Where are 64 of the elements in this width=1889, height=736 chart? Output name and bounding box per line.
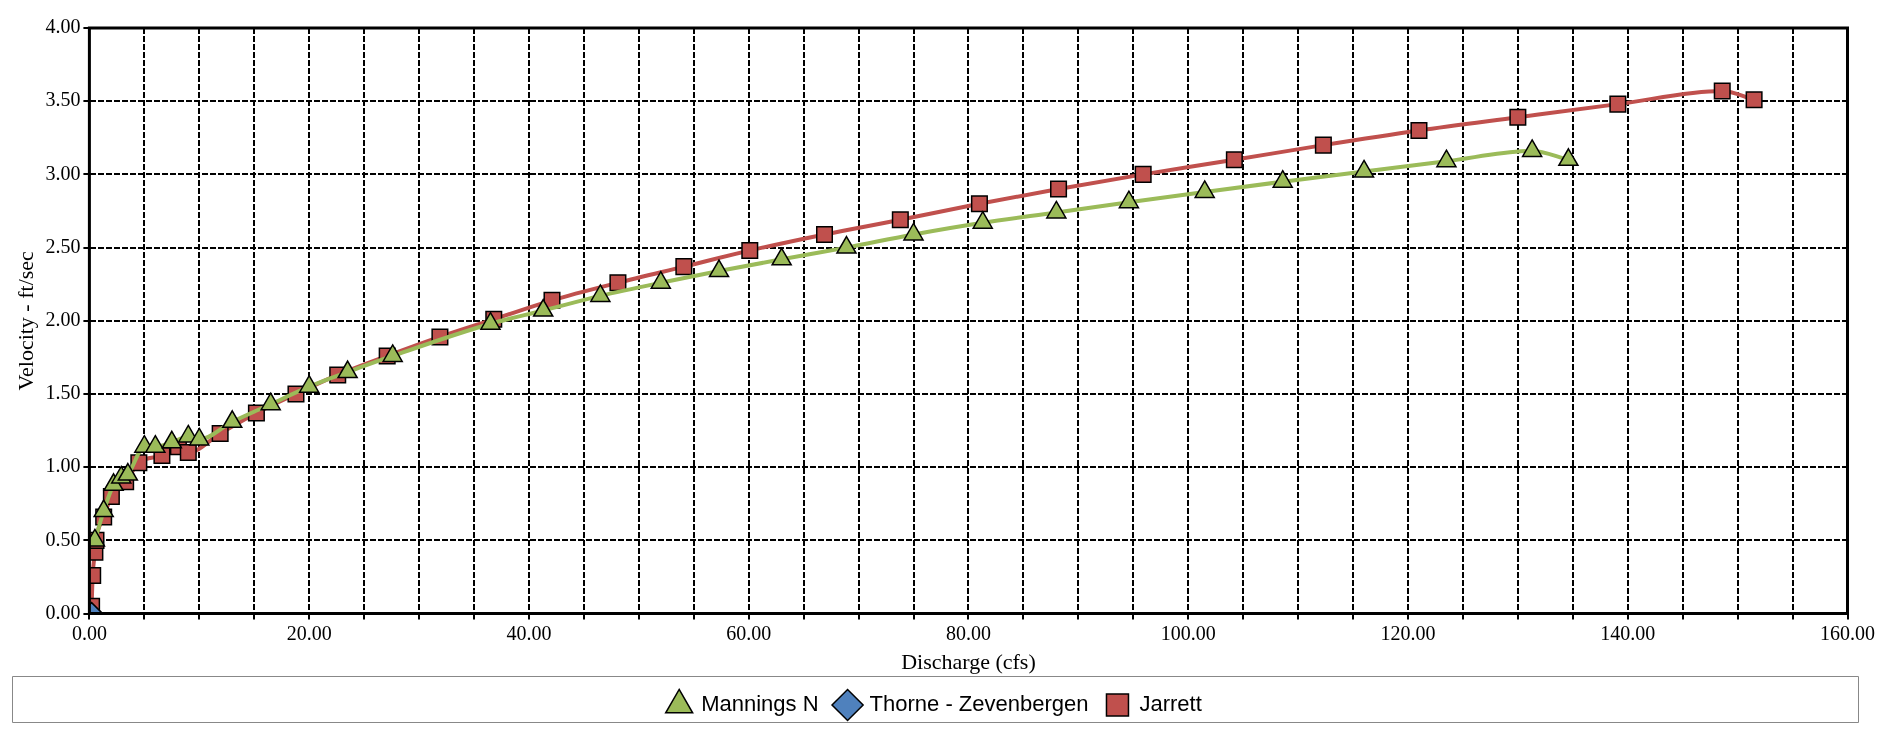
x-tick-label: 100.00 (1160, 621, 1216, 644)
point (1609, 95, 1627, 113)
x-tick-label: 80.00 (945, 621, 991, 644)
point (480, 311, 501, 330)
y-tick-label: 3.50 (45, 88, 81, 111)
x-tick-label: 120.00 (1380, 621, 1436, 644)
x-tick-label: 40.00 (506, 621, 552, 644)
point (298, 374, 320, 393)
point (1410, 121, 1428, 140)
point (741, 242, 759, 260)
x-tick-label: 160.00 (1820, 621, 1875, 644)
point (1436, 149, 1457, 168)
point (161, 430, 183, 449)
point (189, 427, 210, 446)
x-tick-label: 20.00 (286, 621, 332, 644)
point (1134, 165, 1152, 183)
point (1558, 148, 1579, 167)
point (590, 284, 611, 303)
point (771, 247, 792, 266)
y-tick-label: 3.00 (45, 161, 81, 184)
y-tick-label: 0.00 (45, 600, 81, 623)
point (1118, 190, 1140, 209)
x-tick-label: 140.00 (1600, 621, 1656, 644)
point (1050, 180, 1068, 198)
point (532, 298, 554, 317)
point (836, 235, 857, 254)
point (117, 462, 139, 481)
point (609, 274, 627, 292)
point (1353, 159, 1375, 178)
y-tick-label: 4.00 (45, 15, 81, 38)
point (970, 195, 988, 213)
point (1194, 180, 1215, 199)
x-tick-label: 0.00 (71, 621, 107, 644)
point (1314, 136, 1332, 154)
point (708, 259, 730, 278)
legend-label: Mannings N (701, 691, 819, 717)
x-tick-label: 60.00 (726, 621, 772, 644)
y-axis-title: Velocity - ft/sec (12, 250, 38, 391)
point (1509, 108, 1527, 126)
x-axis-title: Discharge (cfs) (901, 648, 1036, 674)
point (93, 499, 114, 518)
legend-label: Thorne - Zevenbergen (869, 691, 1089, 717)
point (891, 211, 909, 229)
point (1713, 82, 1731, 100)
point (1521, 139, 1543, 158)
y-tick-label: 2.00 (45, 308, 81, 331)
point (382, 344, 403, 363)
y-tick-label: 0.50 (45, 527, 81, 550)
point (903, 222, 924, 241)
point (1745, 91, 1763, 109)
point (145, 434, 166, 453)
point (675, 258, 693, 276)
point (972, 210, 994, 229)
point (650, 270, 672, 289)
point (221, 410, 243, 429)
y-tick-label: 2.50 (45, 234, 81, 257)
y-tick-label: 1.50 (45, 381, 81, 404)
y-tick-label: 1.00 (45, 454, 81, 477)
point (1225, 151, 1243, 169)
point (337, 360, 358, 379)
point (815, 225, 834, 243)
point (260, 392, 281, 411)
legend-label: Jarrett (1139, 691, 1202, 717)
point (1046, 200, 1067, 219)
